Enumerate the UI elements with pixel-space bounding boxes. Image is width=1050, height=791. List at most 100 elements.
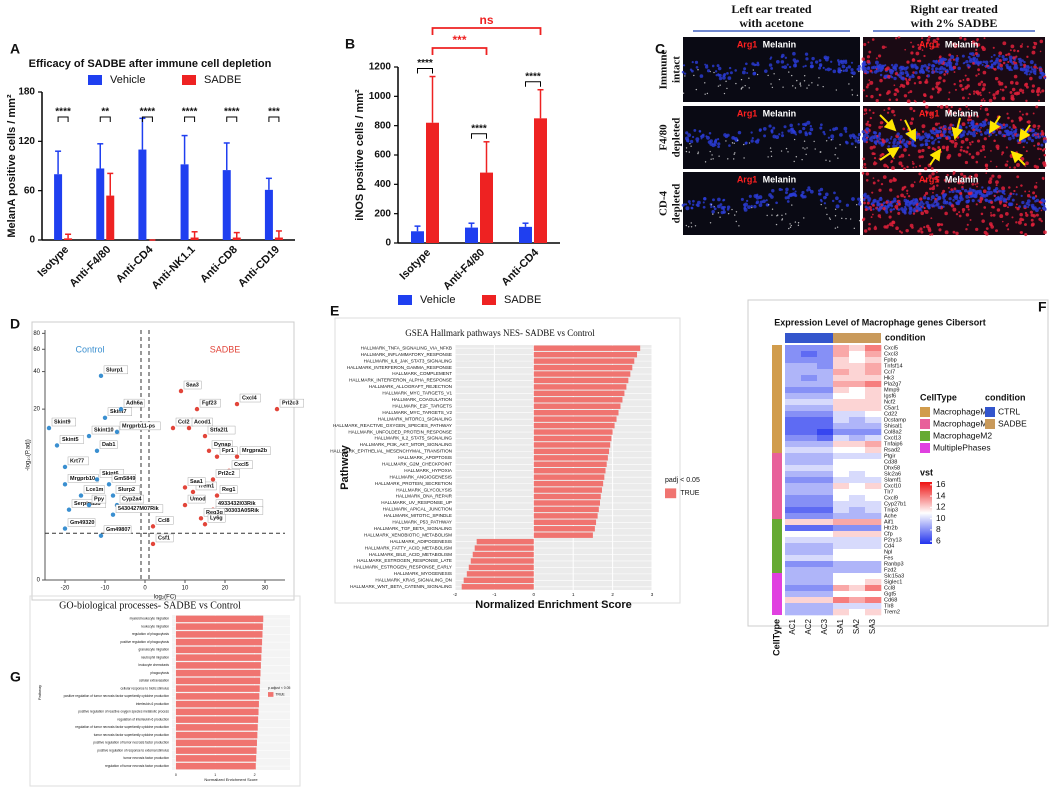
micrograph-speck [889,208,893,212]
micrograph-speck [969,131,974,136]
micrograph-speck [780,55,784,59]
micrograph-speck [824,196,828,199]
micrograph-speck [953,111,956,114]
bar [175,623,263,630]
category-label: positive regulation of tumor necrosis fa… [93,741,169,745]
micrograph-speck [925,200,929,205]
micrograph-speck [1021,59,1024,62]
micrograph-speck [990,65,993,69]
micrograph-speck [933,139,936,142]
gene-label: Htr2b [884,525,898,531]
micrograph-speck [685,206,690,211]
micrograph-speck [876,65,881,70]
micrograph-speck [1023,60,1026,64]
micrograph-speck [890,210,892,213]
heatmap-cell [833,405,850,412]
micrograph-speck [738,225,740,227]
micrograph-speck [993,194,996,198]
micrograph-speck [923,226,926,229]
heatmap-cell [865,429,882,436]
point-label-box [103,365,128,375]
micrograph-speck [984,156,987,158]
micrograph-speck [710,205,713,209]
micrograph-speck [1041,135,1044,138]
micrograph-speck [834,126,839,131]
significance-bracket [141,116,153,122]
point-label-box [119,494,144,504]
micrograph-speck [971,40,976,45]
micrograph-speck [1013,49,1016,52]
point [186,425,192,431]
bar [175,677,261,685]
micrograph-speck [887,145,890,148]
micrograph-speck [930,130,935,135]
micrograph-speck [693,74,695,77]
micrograph-speck [910,183,915,188]
micrograph-speck [863,162,867,166]
micrograph-speck [937,205,942,210]
micrograph-speck [865,131,868,134]
heatmap-cell [849,423,866,430]
micrograph-speck [865,85,869,89]
micrograph-speck [895,37,898,40]
comparison-bracket [431,27,542,35]
micrograph-speck [987,186,991,191]
micrograph-speck [717,145,720,149]
micrograph-speck [900,231,903,234]
micrograph-speck [703,197,707,201]
sample-label: SA1 [836,618,845,634]
micrograph-speck [748,142,751,144]
micrograph-speck [695,203,699,207]
micrograph-speck [699,135,703,138]
micrograph-speck [995,144,1000,149]
point-label-box [67,518,96,527]
micrograph-speck [1006,160,1009,163]
heatmap-cell [801,597,818,604]
micrograph-speck [939,223,942,226]
micrograph-speck [841,64,846,69]
bar [175,708,259,716]
sample-label: AC3 [820,618,829,634]
micrograph-speck [961,185,964,189]
heatmap-cell [801,501,818,508]
micrograph-speck [871,191,874,194]
micrograph-speck [1013,166,1016,169]
micrograph-speck [1010,119,1014,123]
micrograph-speck [785,147,788,150]
micrograph-speck [805,153,807,156]
gene-label: Aif1 [884,519,894,525]
gene-label: Fpbp [884,357,897,363]
micrograph-speck [864,166,867,169]
category-label: positive regulation of tumor necrosis fa… [64,694,170,698]
micrograph-speck [946,173,949,177]
micrograph-speck [965,150,969,154]
micrograph-speck [1008,65,1012,69]
category-label: HALLMARK_ESTROGEN_RESPONSE_LATE [357,558,452,563]
heatmap-cell [785,567,802,574]
bar [534,118,547,243]
micrograph-speck [903,94,908,98]
heatmap-cell [865,495,882,502]
micrograph-speck [882,207,886,211]
micrograph-speck [809,125,813,128]
category-label: HALLMARK_PROTEIN_SECRETION [375,481,452,486]
micrograph-speck [1026,194,1031,198]
y-tick-label: 180 [18,87,35,98]
condition-cell [817,333,833,343]
micrograph-speck [1033,164,1037,168]
micrograph-speck [858,70,860,73]
micrograph-speck [965,213,970,217]
micrograph-speck [915,209,919,213]
micrograph-speck [1039,69,1042,72]
heatmap-cell [817,405,834,412]
micrograph-speck [1015,151,1019,155]
micrograph-speck [813,140,815,143]
point-label: Ppy [94,497,105,503]
micrograph-speck [1005,146,1008,149]
heatmap-cell [817,423,834,430]
gene-label: Dhx58 [884,465,900,471]
x-tick-label: 3 [651,592,654,597]
gene-label: Cxcl10 [884,483,901,489]
micrograph-speck [832,69,837,74]
micrograph-speck [1041,89,1045,93]
